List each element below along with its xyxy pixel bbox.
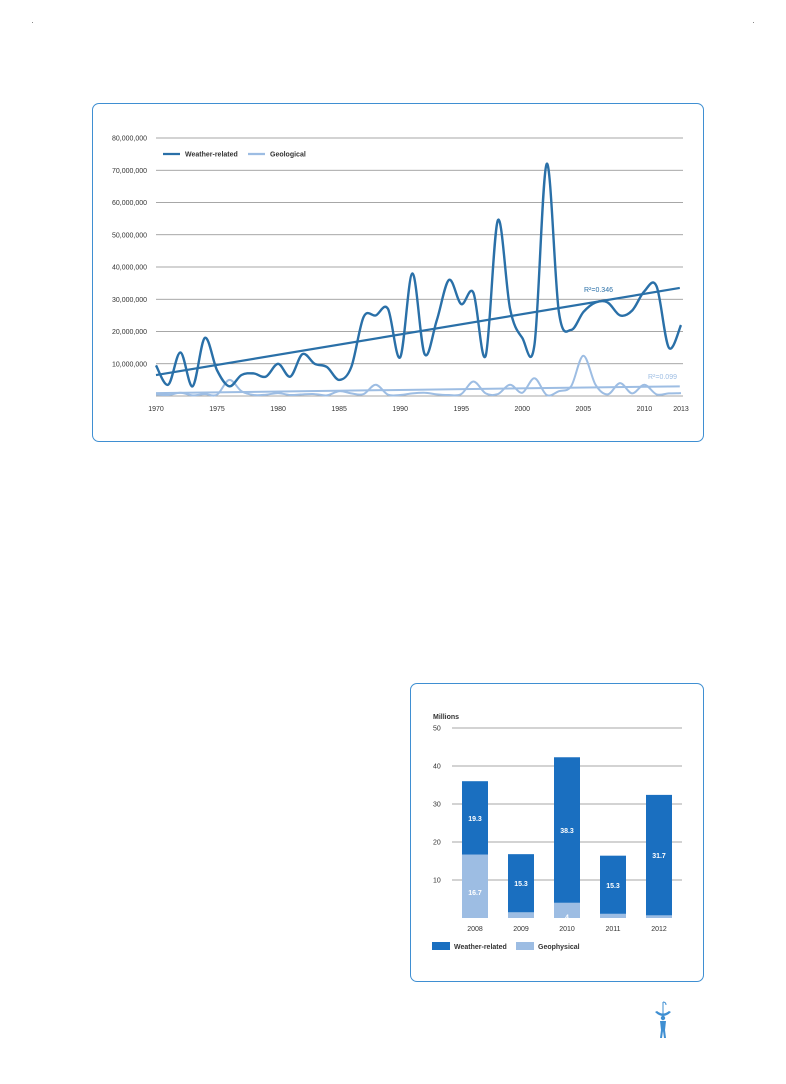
legend-label: Geophysical	[538, 944, 580, 951]
legend-swatch	[432, 942, 450, 950]
x-tick-label: 2011	[605, 926, 620, 933]
legend-swatch	[516, 942, 534, 950]
bar-segment	[462, 854, 488, 918]
bar-data-label: 31.7	[652, 853, 666, 860]
bar-data-label: 15.3	[606, 883, 620, 890]
y-tick-label: 30,000,000	[112, 297, 147, 304]
bar-segment	[600, 913, 626, 918]
x-tick-label: 1975	[209, 406, 225, 413]
x-tick-label: 1990	[392, 406, 408, 413]
x-tick-label: 1980	[270, 406, 286, 413]
trend-line	[155, 286, 680, 377]
x-tick-label: 2000	[514, 406, 530, 413]
y-tick-label: 20,000,000	[112, 329, 147, 336]
bar-data-label: 4	[565, 914, 569, 921]
y-axis-title: Millions	[433, 714, 459, 721]
bar-data-label: 15.3	[514, 881, 528, 888]
legend-label: Geological	[270, 152, 306, 159]
x-tick-label: 1970	[148, 406, 164, 413]
bar-segment	[600, 855, 626, 914]
bar-segment	[646, 794, 672, 916]
x-tick-label: 1985	[331, 406, 347, 413]
bar-segment	[462, 781, 488, 855]
y-tick-label: 10,000,000	[112, 361, 147, 368]
y-tick-label: 80,000,000	[112, 136, 147, 143]
bar-data-label: 16.7	[468, 890, 482, 897]
bar-segment	[554, 902, 580, 918]
bar-segment	[646, 915, 672, 918]
logo-figure-icon	[655, 1001, 671, 1038]
x-tick-label: 2009	[513, 926, 529, 933]
x-tick-label: 2010	[559, 926, 575, 933]
legend-label: Weather-related	[454, 944, 507, 951]
bar-segment	[554, 757, 580, 903]
y-tick-label: 60,000,000	[112, 200, 147, 207]
bar-data-label: 38.3	[560, 828, 574, 835]
y-tick-label: 70,000,000	[112, 168, 147, 175]
y-tick-label: 10	[433, 878, 441, 885]
y-tick-label: 50,000,000	[112, 232, 147, 239]
y-tick-label: 30	[433, 802, 441, 809]
x-tick-label: 1995	[453, 406, 469, 413]
r-squared-label: R²=0.099	[648, 374, 677, 381]
y-tick-label: 50	[433, 726, 441, 733]
x-tick-label: 2005	[576, 406, 592, 413]
x-tick-label: 2012	[651, 926, 667, 933]
corner-dot-left	[32, 22, 33, 23]
r-squared-label: R²=0.346	[584, 287, 613, 294]
y-tick-label: 40	[433, 764, 441, 771]
y-tick-label: 20	[433, 840, 441, 847]
bar-data-label: 19.3	[468, 816, 482, 823]
bar-segment	[508, 912, 534, 918]
x-tick-label: 2010	[637, 406, 653, 413]
corner-dot-right	[753, 22, 754, 23]
legend-label: Weather-related	[185, 152, 238, 159]
bar-segment	[508, 854, 534, 913]
x-tick-label: 2013	[673, 406, 689, 413]
y-tick-label: 40,000,000	[112, 265, 147, 272]
series-line	[154, 162, 683, 388]
trend-line	[155, 385, 680, 395]
x-tick-label: 2008	[467, 926, 483, 933]
